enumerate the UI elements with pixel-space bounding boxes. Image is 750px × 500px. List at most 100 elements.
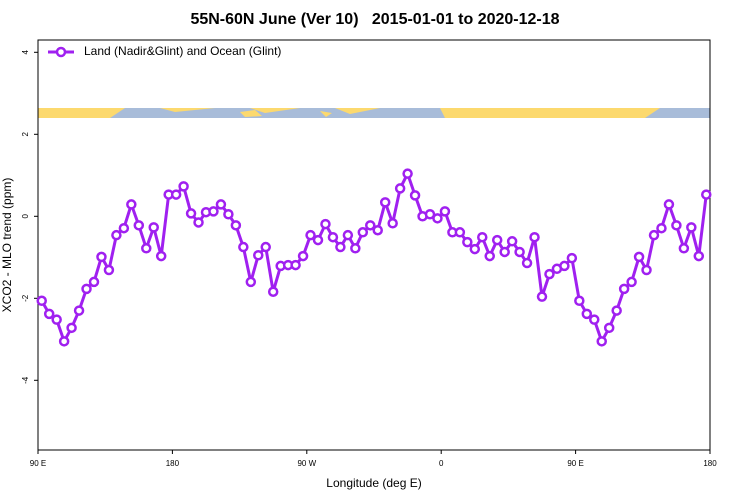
data-point	[260, 241, 271, 253]
data-point	[641, 264, 652, 276]
data-point	[58, 336, 70, 347]
data-point	[335, 241, 346, 253]
data-point	[514, 246, 525, 258]
data-point	[253, 250, 264, 261]
data-point	[409, 190, 421, 201]
data-point	[566, 252, 578, 264]
data-point	[357, 227, 369, 238]
y-tick-label: -4	[21, 376, 30, 384]
data-point	[305, 229, 316, 241]
data-point	[365, 220, 376, 231]
data-point	[73, 305, 85, 316]
data-point	[387, 218, 398, 229]
data-point	[559, 260, 570, 272]
data-point	[43, 308, 55, 320]
data-point	[372, 224, 383, 236]
data-point	[238, 241, 249, 253]
data-point	[484, 250, 495, 262]
legend-marker	[55, 46, 67, 58]
data-point	[678, 243, 690, 254]
data-point	[656, 222, 667, 234]
x-tick-label: 180	[166, 459, 180, 468]
data-point	[230, 220, 242, 231]
y-tick-label: 4	[21, 50, 30, 55]
data-point	[178, 181, 189, 192]
data-point	[581, 308, 593, 320]
data-point	[693, 250, 705, 262]
data-point	[327, 231, 339, 243]
data-point	[81, 283, 92, 295]
data-point	[126, 199, 137, 210]
data-point	[297, 250, 309, 262]
data-point	[521, 257, 533, 269]
data-point	[133, 220, 145, 231]
x-tick-label: 90 W	[297, 459, 316, 468]
data-point	[663, 199, 675, 210]
data-point	[671, 220, 682, 231]
data-point	[686, 222, 697, 233]
data-point	[88, 276, 100, 288]
data-point	[118, 222, 130, 234]
data-point	[469, 243, 481, 255]
data-point	[208, 206, 219, 217]
data-point	[245, 276, 257, 288]
x-axis-label: Longitude (deg E)	[326, 476, 421, 490]
chart-title: 55N-60N June (Ver 10) 2015-01-01 to 2020…	[190, 11, 559, 28]
data-point	[611, 305, 622, 316]
data-point	[51, 314, 62, 325]
data-point	[66, 322, 77, 334]
data-point	[439, 206, 451, 217]
y-tick-label: 0	[21, 214, 30, 219]
data-point	[350, 243, 361, 254]
data-point	[648, 229, 660, 241]
data-point	[342, 229, 354, 241]
y-axis-label: XCO2 - MLO trend (ppm)	[0, 178, 14, 313]
data-point	[36, 295, 47, 307]
data-point	[193, 217, 204, 228]
data-point	[185, 208, 197, 219]
land-ocean-strip	[38, 108, 710, 118]
data-point	[148, 222, 159, 233]
data-point	[529, 231, 540, 243]
y-tick-label: -2	[21, 294, 30, 302]
data-point	[223, 209, 234, 220]
plot-frame	[37, 39, 711, 451]
data-point	[626, 276, 637, 288]
data-point	[402, 168, 413, 179]
data-point	[432, 213, 443, 224]
data-point	[603, 322, 615, 334]
data-point	[589, 314, 600, 325]
data-point	[544, 268, 555, 280]
data-point	[155, 250, 167, 262]
data-point	[141, 243, 152, 254]
data-point	[320, 218, 331, 230]
data-point	[633, 251, 645, 263]
data-point	[506, 236, 518, 247]
data-point	[394, 183, 406, 194]
data-point	[499, 246, 510, 258]
legend-label: Land (Nadir&Glint) and Ocean (Glint)	[84, 44, 281, 58]
data-point	[462, 236, 473, 248]
y-tick-label: 2	[21, 132, 30, 137]
data-point	[491, 234, 503, 246]
x-tick-label: 90 E	[30, 459, 46, 468]
data-point	[267, 286, 279, 297]
data-point	[96, 251, 107, 263]
data-point	[574, 295, 585, 307]
x-tick-label: 0	[439, 459, 444, 468]
data-point	[103, 264, 115, 276]
data-point	[454, 227, 466, 238]
series-line	[40, 169, 708, 346]
data-point	[215, 199, 227, 210]
data-point	[379, 197, 391, 208]
data-point	[290, 259, 301, 271]
data-point	[312, 234, 324, 246]
data-point	[536, 291, 548, 302]
data-point	[618, 283, 630, 295]
data-point	[477, 231, 488, 243]
x-tick-label: 180	[703, 459, 717, 468]
data-point	[701, 189, 712, 200]
data-point	[424, 209, 436, 220]
data-point	[111, 229, 122, 241]
